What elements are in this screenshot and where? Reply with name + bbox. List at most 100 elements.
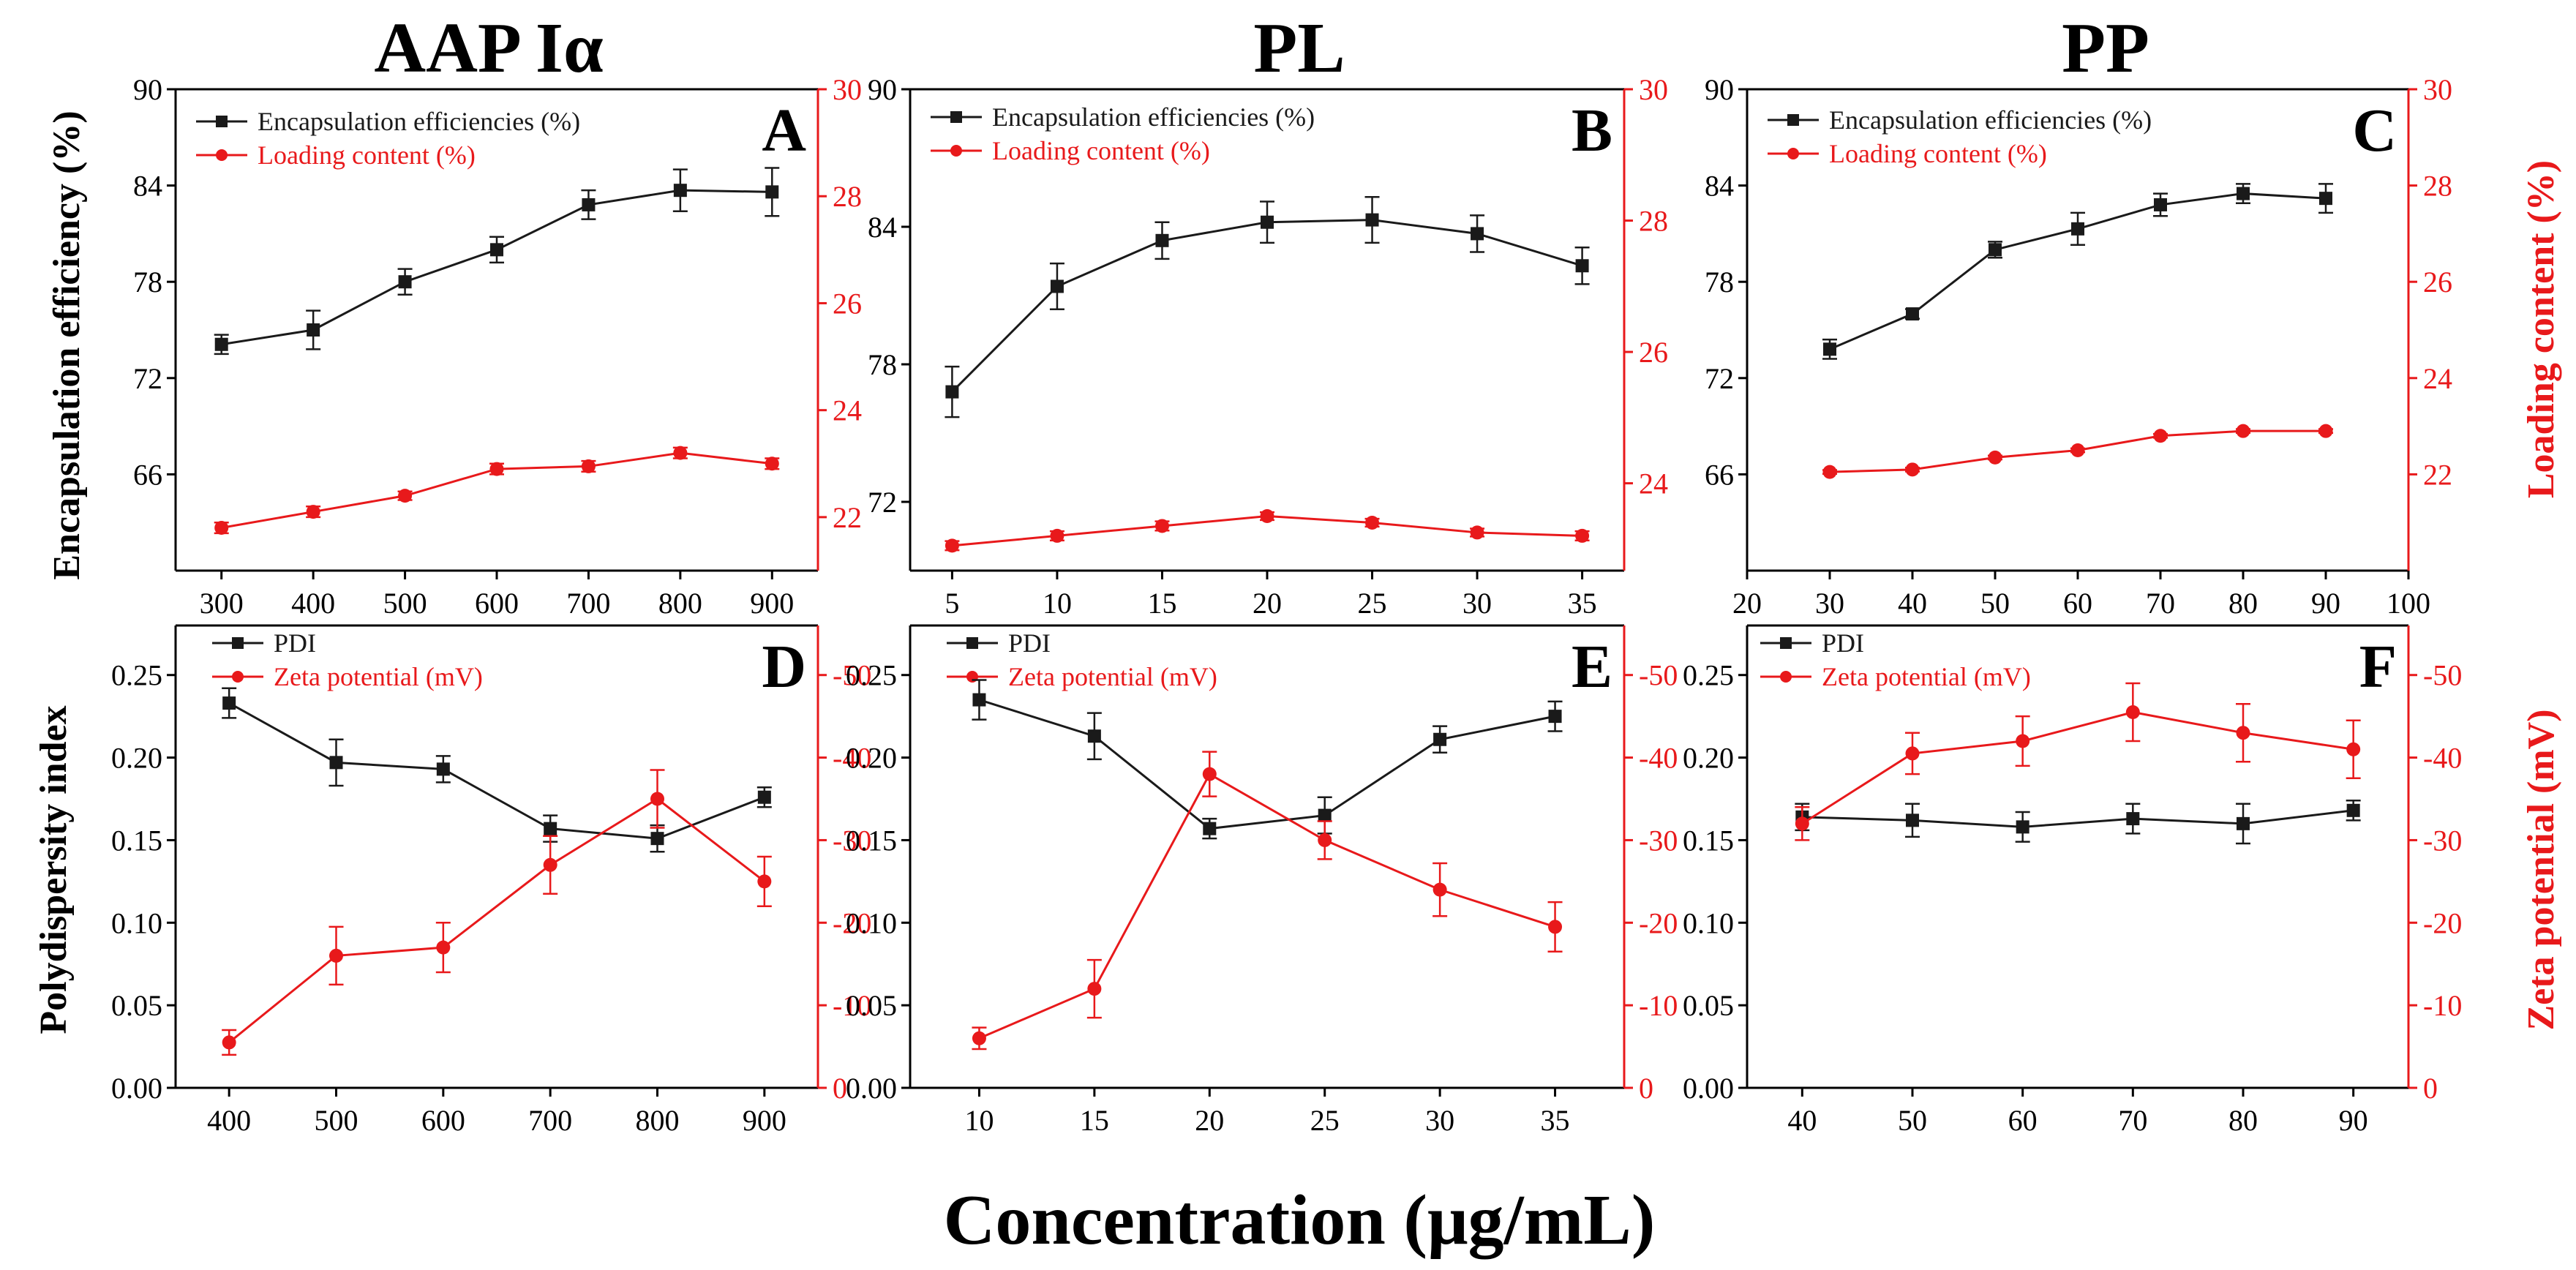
left-y-tick-label: 0.05 xyxy=(1683,989,1734,1022)
legend-marker xyxy=(1780,637,1792,649)
left-y-tick-label: 0.15 xyxy=(111,824,162,857)
left-y-tick-label: 72 xyxy=(133,362,162,395)
right-y-tick-label: 26 xyxy=(2423,266,2452,298)
x-tick-label: 600 xyxy=(421,1104,465,1137)
y-axis-title-zeta: Zeta potential (mV) xyxy=(2520,709,2562,1030)
x-tick-label: 70 xyxy=(2118,1104,2147,1137)
x-tick-label: 400 xyxy=(207,1104,251,1137)
series-line xyxy=(978,773,1556,1040)
right-y-tick-label: 0 xyxy=(833,1072,847,1105)
left-y-tick-label: 0.20 xyxy=(846,742,897,775)
data-point xyxy=(1050,279,1064,293)
x-tick-label: 15 xyxy=(1080,1104,1109,1137)
right-y-tick-label: 24 xyxy=(1639,467,1668,500)
data-point xyxy=(1548,710,1562,724)
data-point xyxy=(1365,515,1380,530)
column-title-aap: AAP Iα xyxy=(374,9,603,88)
right-y-tick-label: -10 xyxy=(2423,989,2462,1022)
panel-b: 5 10 15 20 25 30 35 72 78 84 90 24 26 28 30 B Encapsulat… xyxy=(868,73,1668,620)
data-point xyxy=(1365,213,1379,227)
panel-letter: D xyxy=(762,633,806,701)
series-line xyxy=(1801,710,2354,825)
data-point xyxy=(398,275,412,289)
panel-letter: B xyxy=(1571,97,1612,165)
left-y-tick-label: 0.00 xyxy=(846,1072,897,1105)
data-point xyxy=(1260,508,1274,523)
data-point xyxy=(1261,215,1274,229)
x-tick-label: 500 xyxy=(383,587,427,620)
right-y-tick-label: 28 xyxy=(2423,170,2452,203)
data-point xyxy=(436,940,451,955)
data-point xyxy=(1202,767,1217,781)
data-point xyxy=(2071,222,2084,236)
data-point xyxy=(2153,429,2168,443)
y-axis-title-loading: Loading content (%) xyxy=(2520,160,2562,498)
right-y-tick-label: 30 xyxy=(833,73,862,106)
series-line xyxy=(979,699,1555,830)
data-point xyxy=(329,948,343,963)
legend-label: Loading content (%) xyxy=(1829,139,2047,168)
data-point xyxy=(650,832,664,846)
data-point xyxy=(1906,814,1919,827)
data-point xyxy=(1471,227,1484,241)
x-tick-label: 30 xyxy=(1425,1104,1454,1137)
data-point xyxy=(1906,307,1919,321)
left-y-tick-label: 0.25 xyxy=(846,659,897,692)
data-point xyxy=(1154,519,1169,533)
right-y-tick-label: -50 xyxy=(2423,659,2462,692)
x-tick-label: 400 xyxy=(291,587,335,620)
data-point xyxy=(2318,424,2333,438)
right-y-tick-label: -10 xyxy=(833,989,871,1022)
right-y-tick-label: 30 xyxy=(2423,73,2452,106)
right-y-tick-label: 22 xyxy=(833,501,862,534)
data-point xyxy=(972,693,986,707)
data-point xyxy=(1905,462,1920,477)
legend-label: Encapsulation efficiencies (%) xyxy=(258,107,580,136)
left-y-tick-label: 0.15 xyxy=(846,824,897,857)
data-point xyxy=(1087,982,1102,996)
x-tick-label: 50 xyxy=(1980,587,2010,620)
x-tick-label: 40 xyxy=(1787,1104,1817,1137)
data-point xyxy=(757,874,772,889)
data-point xyxy=(222,696,236,710)
x-tick-label: 50 xyxy=(1898,1104,1927,1137)
legend-label: Encapsulation efficiencies (%) xyxy=(992,102,1315,132)
data-point xyxy=(765,185,779,199)
series-line xyxy=(228,797,765,1044)
data-point xyxy=(436,762,450,776)
x-tick-label: 900 xyxy=(743,1104,786,1137)
data-point xyxy=(2237,816,2250,830)
data-point xyxy=(1575,259,1589,273)
right-y-tick-label: -20 xyxy=(1639,906,1678,939)
x-tick-label: 20 xyxy=(1253,587,1282,620)
x-tick-label: 90 xyxy=(2311,587,2340,620)
right-y-tick-label: -30 xyxy=(2423,824,2462,857)
data-point xyxy=(1318,833,1332,847)
x-tick-label: 300 xyxy=(200,587,244,620)
x-tick-label: 20 xyxy=(1195,1104,1224,1137)
left-y-tick-label: 0.05 xyxy=(111,989,162,1022)
left-y-tick-label: 0.10 xyxy=(111,906,162,939)
panel-c: 20 30 40 50 60 70 80 90 100 66 72 78 84 90 22 24 26 28 30 C… xyxy=(1705,73,2452,620)
right-y-tick-label: -30 xyxy=(1639,824,1678,857)
legend-marker xyxy=(1780,671,1792,683)
x-tick-label: 25 xyxy=(1310,1104,1340,1137)
series-line xyxy=(951,219,1583,393)
data-point xyxy=(1203,822,1217,835)
x-tick-label: 100 xyxy=(2387,587,2430,620)
x-tick-label: 800 xyxy=(658,587,702,620)
column-title-pl: PL xyxy=(1253,9,1345,88)
left-y-tick-label: 0.00 xyxy=(111,1072,162,1105)
x-tick-label: 35 xyxy=(1541,1104,1570,1137)
legend-label: PDI xyxy=(274,628,316,658)
data-point xyxy=(2346,742,2361,756)
panel-e: 10 15 20 25 30 35 0.00 0.05 0.10 0.15 0.20 0.25 0 -10… xyxy=(846,624,1678,1137)
left-y-tick-label: 78 xyxy=(1705,266,1734,298)
legend-label: Loading content (%) xyxy=(992,136,1210,165)
data-point xyxy=(2236,424,2250,438)
data-point xyxy=(1989,243,2002,257)
right-y-tick-label: -40 xyxy=(833,742,871,775)
x-tick-label: 800 xyxy=(636,1104,680,1137)
left-y-tick-label: 84 xyxy=(868,211,897,244)
data-point xyxy=(650,792,664,806)
